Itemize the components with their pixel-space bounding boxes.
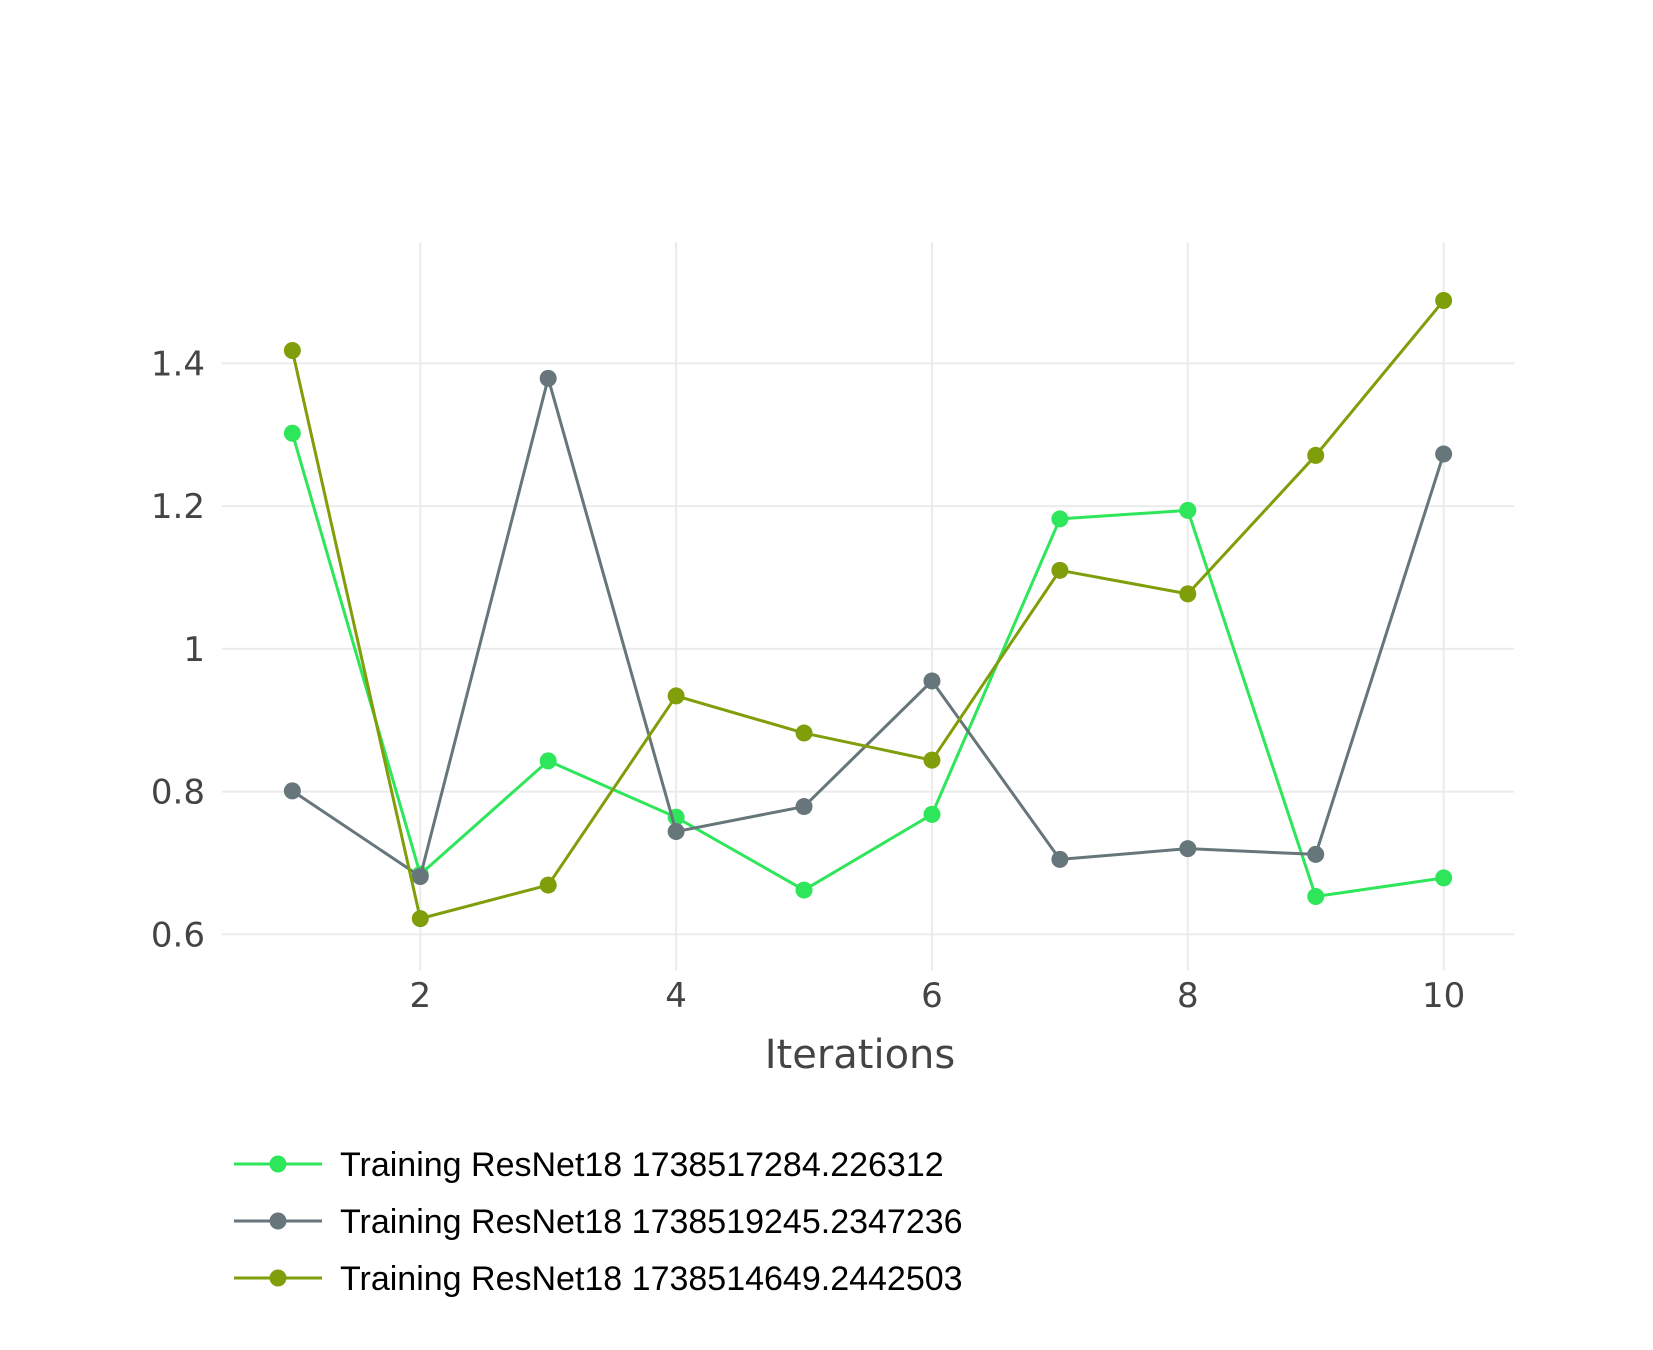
x-tick-label: 8 — [1177, 976, 1199, 1016]
y-tick-label: 1 — [183, 630, 205, 670]
y-tick-label: 1.2 — [151, 487, 205, 527]
data-point[interactable] — [411, 910, 429, 928]
data-point[interactable] — [1307, 446, 1325, 464]
data-point[interactable] — [1307, 845, 1325, 863]
data-point[interactable] — [539, 369, 557, 387]
data-point[interactable] — [1307, 887, 1325, 905]
series-2 — [283, 369, 1453, 886]
legend[interactable]: Training ResNet18 1738517284.226312 Train… — [234, 1146, 963, 1298]
data-point[interactable] — [795, 798, 813, 816]
data-point[interactable] — [923, 672, 941, 690]
legend-item[interactable]: Training ResNet18 1738517284.226312 — [234, 1146, 944, 1184]
x-tick-label: 6 — [921, 976, 943, 1016]
y-tick-label: 0.6 — [151, 915, 205, 955]
legend-item[interactable]: Training ResNet18 1738514649.2442503 — [234, 1260, 963, 1298]
data-point[interactable] — [1435, 292, 1453, 310]
data-point[interactable] — [1435, 869, 1453, 887]
data-point[interactable] — [1051, 510, 1069, 528]
y-axis-ticks: 0.6 0.8 1 1.2 1.4 — [151, 344, 205, 955]
legend-item[interactable]: Training ResNet18 1738519245.2347236 — [234, 1203, 963, 1241]
data-point[interactable] — [1179, 585, 1197, 603]
data-point[interactable] — [1051, 850, 1069, 868]
x-tick-label: 10 — [1422, 976, 1465, 1016]
data-point[interactable] — [1179, 840, 1197, 858]
legend-marker-swatch — [269, 1212, 287, 1230]
y-tick-label: 0.8 — [151, 773, 205, 813]
x-axis-ticks: 2 4 6 8 10 — [409, 976, 1465, 1016]
data-point[interactable] — [1435, 445, 1453, 463]
gridlines — [222, 242, 1514, 970]
series-3 — [283, 292, 1453, 928]
y-tick-label: 1.4 — [151, 344, 205, 384]
data-point[interactable] — [411, 868, 429, 886]
data-point[interactable] — [539, 752, 557, 770]
legend-marker-swatch — [269, 1155, 287, 1173]
data-point[interactable] — [283, 424, 301, 442]
series-line — [290, 432, 1444, 898]
legend-marker-swatch — [269, 1269, 287, 1287]
x-axis-title: Iterations — [765, 1032, 956, 1078]
data-point[interactable] — [795, 881, 813, 899]
legend-label: Training ResNet18 1738514649.2442503 — [340, 1260, 963, 1298]
x-tick-label: 2 — [409, 976, 431, 1016]
data-point[interactable] — [795, 724, 813, 742]
legend-label: Training ResNet18 1738519245.2347236 — [340, 1203, 963, 1241]
data-point[interactable] — [283, 341, 301, 359]
data-point[interactable] — [667, 687, 685, 705]
data-point[interactable] — [283, 782, 301, 800]
data-point[interactable] — [667, 823, 685, 841]
x-tick-label: 4 — [665, 976, 687, 1016]
data-point[interactable] — [923, 751, 941, 769]
series-layer — [283, 292, 1453, 928]
series-line — [291, 376, 1446, 879]
series-line — [290, 299, 1445, 921]
data-point[interactable] — [1051, 561, 1069, 579]
legend-label: Training ResNet18 1738517284.226312 — [340, 1146, 944, 1184]
data-point[interactable] — [923, 805, 941, 823]
data-point[interactable] — [1179, 501, 1197, 519]
data-point[interactable] — [539, 876, 557, 894]
